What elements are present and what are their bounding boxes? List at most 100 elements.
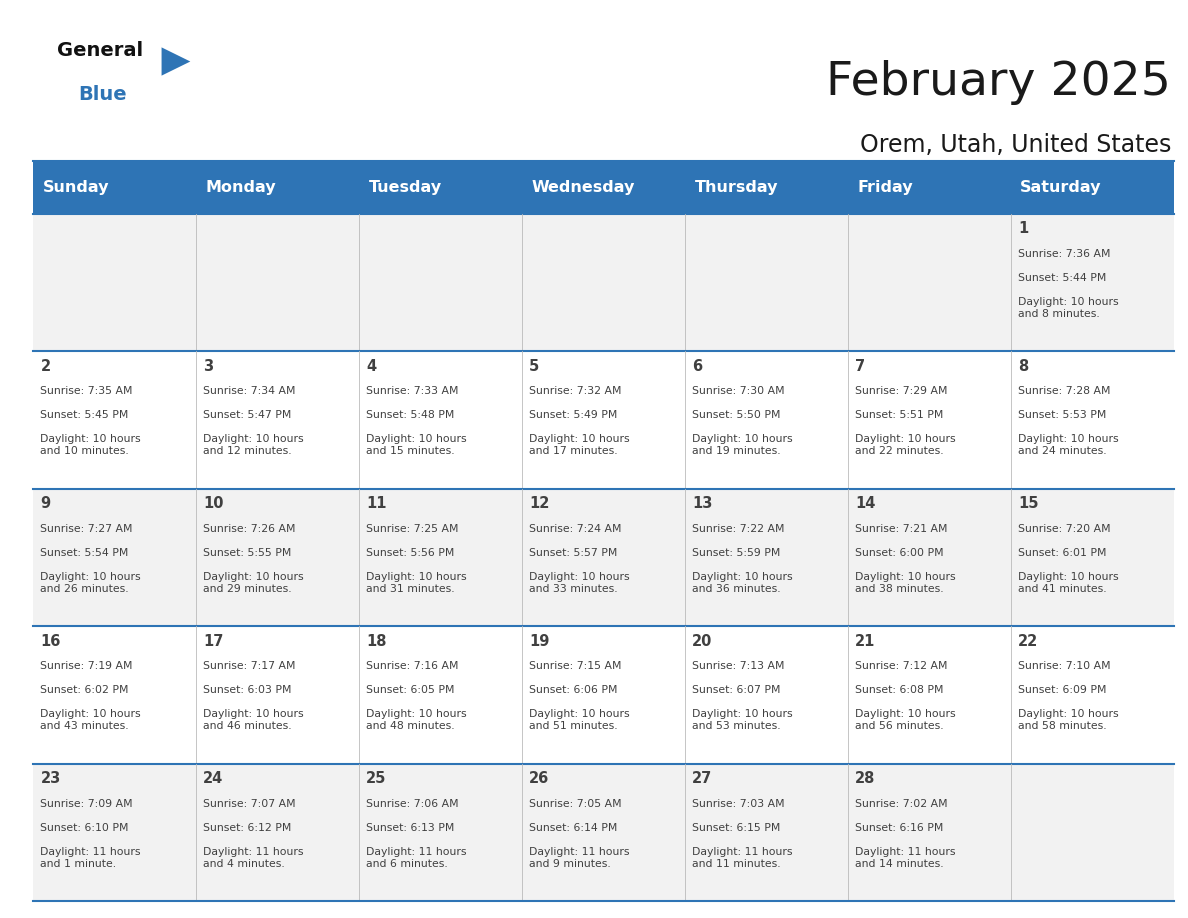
Text: 22: 22 <box>1018 633 1038 649</box>
Text: Sunrise: 7:32 AM: Sunrise: 7:32 AM <box>529 386 621 397</box>
Text: Sunrise: 7:21 AM: Sunrise: 7:21 AM <box>855 524 948 533</box>
Text: Sunrise: 7:06 AM: Sunrise: 7:06 AM <box>366 799 459 809</box>
Text: Daylight: 10 hours
and 46 minutes.: Daylight: 10 hours and 46 minutes. <box>203 710 304 731</box>
Text: 20: 20 <box>693 633 713 649</box>
Text: Blue: Blue <box>78 85 127 105</box>
Text: Sunrise: 7:24 AM: Sunrise: 7:24 AM <box>529 524 621 533</box>
Text: Sunrise: 7:33 AM: Sunrise: 7:33 AM <box>366 386 459 397</box>
Text: 12: 12 <box>529 497 550 511</box>
Text: Sunrise: 7:29 AM: Sunrise: 7:29 AM <box>855 386 948 397</box>
Text: Sunset: 6:07 PM: Sunset: 6:07 PM <box>693 686 781 696</box>
Text: Sunrise: 7:07 AM: Sunrise: 7:07 AM <box>203 799 296 809</box>
Text: Sunrise: 7:26 AM: Sunrise: 7:26 AM <box>203 524 296 533</box>
Text: Sunrise: 7:09 AM: Sunrise: 7:09 AM <box>40 799 133 809</box>
Text: 14: 14 <box>855 497 876 511</box>
Text: 25: 25 <box>366 771 386 787</box>
Text: Sunset: 5:56 PM: Sunset: 5:56 PM <box>366 548 455 558</box>
Text: Sunset: 6:16 PM: Sunset: 6:16 PM <box>855 823 943 833</box>
Text: Sunrise: 7:03 AM: Sunrise: 7:03 AM <box>693 799 785 809</box>
Text: Sunrise: 7:15 AM: Sunrise: 7:15 AM <box>529 661 621 671</box>
Text: Sunset: 5:44 PM: Sunset: 5:44 PM <box>1018 273 1106 283</box>
Text: Daylight: 10 hours
and 48 minutes.: Daylight: 10 hours and 48 minutes. <box>366 710 467 731</box>
Text: Daylight: 10 hours
and 19 minutes.: Daylight: 10 hours and 19 minutes. <box>693 434 792 456</box>
Text: Daylight: 10 hours
and 26 minutes.: Daylight: 10 hours and 26 minutes. <box>40 572 141 594</box>
Text: Sunset: 6:09 PM: Sunset: 6:09 PM <box>1018 686 1106 696</box>
Text: Daylight: 10 hours
and 38 minutes.: Daylight: 10 hours and 38 minutes. <box>855 572 955 594</box>
Text: Sunset: 6:12 PM: Sunset: 6:12 PM <box>203 823 292 833</box>
Text: Sunrise: 7:34 AM: Sunrise: 7:34 AM <box>203 386 296 397</box>
Text: Daylight: 10 hours
and 33 minutes.: Daylight: 10 hours and 33 minutes. <box>529 572 630 594</box>
Text: Sunset: 5:54 PM: Sunset: 5:54 PM <box>40 548 128 558</box>
Text: Daylight: 10 hours
and 56 minutes.: Daylight: 10 hours and 56 minutes. <box>855 710 955 731</box>
Text: Sunset: 5:48 PM: Sunset: 5:48 PM <box>366 410 455 420</box>
Text: Sunrise: 7:28 AM: Sunrise: 7:28 AM <box>1018 386 1111 397</box>
Text: 18: 18 <box>366 633 387 649</box>
Text: 1: 1 <box>1018 221 1028 236</box>
Text: Daylight: 10 hours
and 15 minutes.: Daylight: 10 hours and 15 minutes. <box>366 434 467 456</box>
Text: Daylight: 10 hours
and 10 minutes.: Daylight: 10 hours and 10 minutes. <box>40 434 141 456</box>
Text: Sunset: 6:14 PM: Sunset: 6:14 PM <box>529 823 618 833</box>
Text: Sunrise: 7:17 AM: Sunrise: 7:17 AM <box>203 661 296 671</box>
Text: Daylight: 10 hours
and 8 minutes.: Daylight: 10 hours and 8 minutes. <box>1018 297 1119 319</box>
Text: 21: 21 <box>855 633 876 649</box>
Bar <box>33 764 1174 901</box>
Text: Sunrise: 7:05 AM: Sunrise: 7:05 AM <box>529 799 621 809</box>
Text: Daylight: 11 hours
and 9 minutes.: Daylight: 11 hours and 9 minutes. <box>529 847 630 868</box>
Text: Sunset: 6:15 PM: Sunset: 6:15 PM <box>693 823 781 833</box>
Text: Daylight: 10 hours
and 22 minutes.: Daylight: 10 hours and 22 minutes. <box>855 434 955 456</box>
Text: 26: 26 <box>529 771 549 787</box>
Text: Daylight: 10 hours
and 12 minutes.: Daylight: 10 hours and 12 minutes. <box>203 434 304 456</box>
Text: Sunset: 5:57 PM: Sunset: 5:57 PM <box>529 548 618 558</box>
Text: Daylight: 11 hours
and 11 minutes.: Daylight: 11 hours and 11 minutes. <box>693 847 792 868</box>
Text: Daylight: 10 hours
and 43 minutes.: Daylight: 10 hours and 43 minutes. <box>40 710 141 731</box>
Text: Sunrise: 7:12 AM: Sunrise: 7:12 AM <box>855 661 948 671</box>
Text: 27: 27 <box>693 771 713 787</box>
Text: Sunset: 5:51 PM: Sunset: 5:51 PM <box>855 410 943 420</box>
Text: 3: 3 <box>203 359 214 374</box>
Text: Daylight: 10 hours
and 36 minutes.: Daylight: 10 hours and 36 minutes. <box>693 572 792 594</box>
Text: General: General <box>57 41 143 61</box>
Text: 23: 23 <box>40 771 61 787</box>
Bar <box>33 352 1174 489</box>
Text: February 2025: February 2025 <box>827 60 1171 105</box>
Text: Sunrise: 7:22 AM: Sunrise: 7:22 AM <box>693 524 784 533</box>
Text: Thursday: Thursday <box>695 180 778 195</box>
Text: Tuesday: Tuesday <box>368 180 442 195</box>
Bar <box>33 214 1174 352</box>
Text: Sunset: 5:59 PM: Sunset: 5:59 PM <box>693 548 781 558</box>
Text: 8: 8 <box>1018 359 1028 374</box>
Text: Sunrise: 7:25 AM: Sunrise: 7:25 AM <box>366 524 459 533</box>
Text: Sunrise: 7:30 AM: Sunrise: 7:30 AM <box>693 386 785 397</box>
Text: 7: 7 <box>855 359 865 374</box>
Text: Sunset: 5:49 PM: Sunset: 5:49 PM <box>529 410 618 420</box>
Text: 2: 2 <box>40 359 51 374</box>
Text: Sunset: 5:45 PM: Sunset: 5:45 PM <box>40 410 128 420</box>
Text: Sunrise: 7:10 AM: Sunrise: 7:10 AM <box>1018 661 1111 671</box>
Text: 11: 11 <box>366 497 387 511</box>
Text: 16: 16 <box>40 633 61 649</box>
Text: Sunset: 6:00 PM: Sunset: 6:00 PM <box>855 548 943 558</box>
Text: 17: 17 <box>203 633 223 649</box>
Text: Sunrise: 7:27 AM: Sunrise: 7:27 AM <box>40 524 133 533</box>
Text: Sunset: 5:55 PM: Sunset: 5:55 PM <box>203 548 292 558</box>
Text: Daylight: 11 hours
and 4 minutes.: Daylight: 11 hours and 4 minutes. <box>203 847 304 868</box>
Text: Orem, Utah, United States: Orem, Utah, United States <box>860 133 1171 157</box>
Text: Sunset: 6:02 PM: Sunset: 6:02 PM <box>40 686 128 696</box>
Text: Daylight: 10 hours
and 41 minutes.: Daylight: 10 hours and 41 minutes. <box>1018 572 1119 594</box>
Text: Daylight: 10 hours
and 53 minutes.: Daylight: 10 hours and 53 minutes. <box>693 710 792 731</box>
Text: Sunset: 6:13 PM: Sunset: 6:13 PM <box>366 823 455 833</box>
Text: Daylight: 10 hours
and 58 minutes.: Daylight: 10 hours and 58 minutes. <box>1018 710 1119 731</box>
Text: Sunset: 6:03 PM: Sunset: 6:03 PM <box>203 686 292 696</box>
Text: Sunrise: 7:35 AM: Sunrise: 7:35 AM <box>40 386 133 397</box>
Text: Daylight: 11 hours
and 14 minutes.: Daylight: 11 hours and 14 minutes. <box>855 847 955 868</box>
Bar <box>33 489 1174 626</box>
Text: 6: 6 <box>693 359 702 374</box>
Text: 10: 10 <box>203 497 223 511</box>
Text: Sunrise: 7:02 AM: Sunrise: 7:02 AM <box>855 799 948 809</box>
Text: Sunday: Sunday <box>43 180 109 195</box>
Text: 19: 19 <box>529 633 550 649</box>
Text: 5: 5 <box>529 359 539 374</box>
Text: 13: 13 <box>693 497 713 511</box>
Text: Daylight: 10 hours
and 17 minutes.: Daylight: 10 hours and 17 minutes. <box>529 434 630 456</box>
Text: 24: 24 <box>203 771 223 787</box>
